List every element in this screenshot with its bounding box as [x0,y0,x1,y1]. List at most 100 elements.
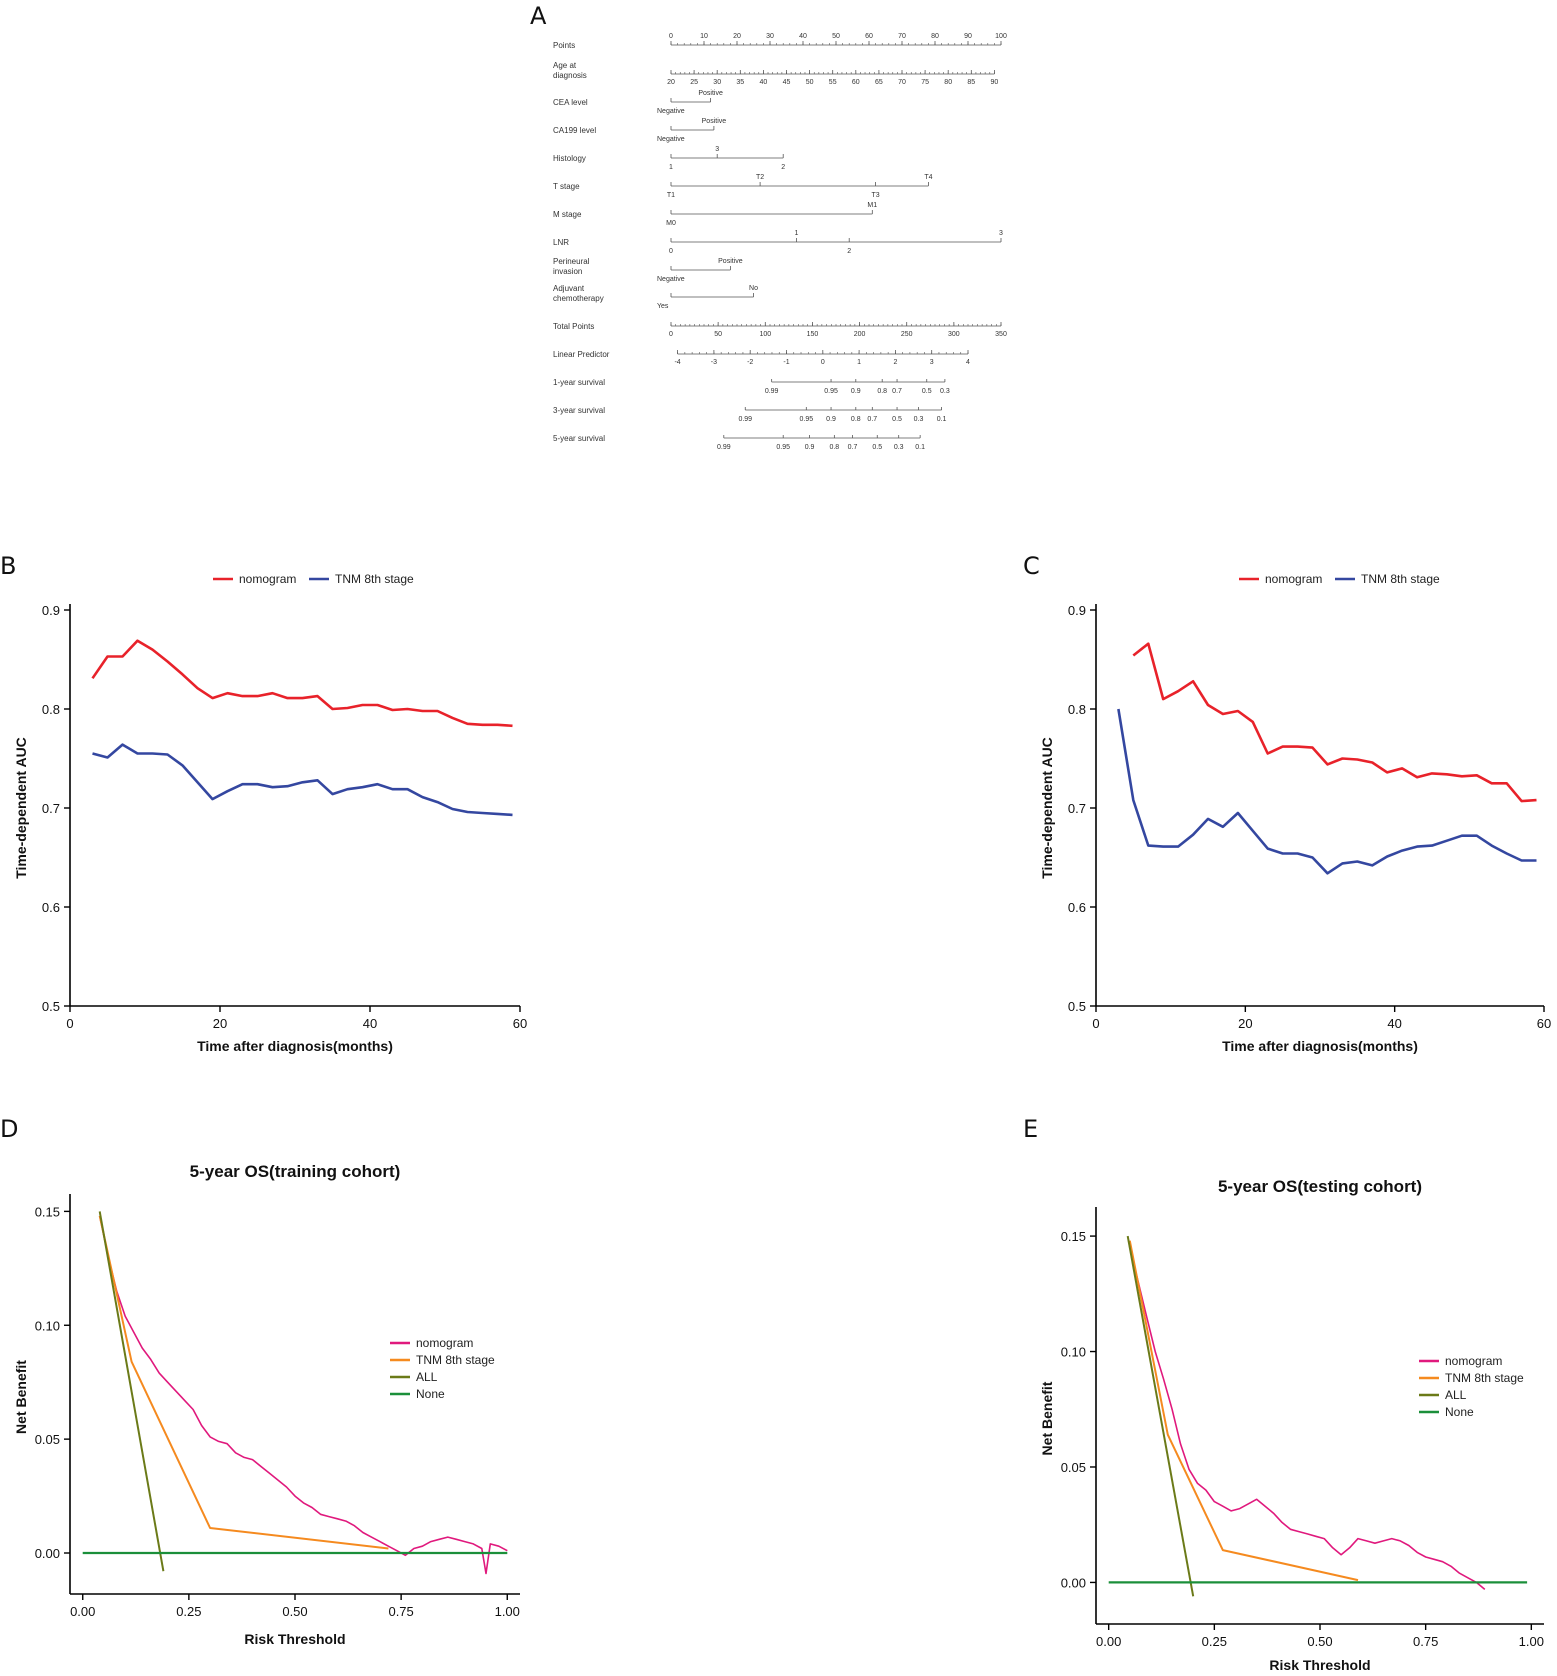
nomogram-tick-label: 0 [821,359,825,366]
x-tick-label: 0.25 [1202,1634,1227,1649]
y-tick-label: 0.10 [35,1318,60,1333]
nomogram-tick-label: 30 [766,33,774,40]
x-tick-label: 40 [1387,1016,1401,1031]
dca-chart-training: 0.00 0.25 0.50 0.75 1.00 0.00 0.05 0.10 0.15 Risk… [13,1162,520,1647]
nomogram-tick-label: 350 [995,331,1007,338]
nomogram-tick-label: 100 [759,331,771,338]
nomogram-row-label: CA199 level [553,126,596,135]
nomogram-tick-label: 0 [669,331,673,338]
nomogram-row-label: T stage [553,182,580,191]
nomogram-row-label: M stage [553,210,582,219]
nomogram-tick-label: 0.7 [867,416,877,423]
nomogram-tick-label: 0.95 [776,444,790,451]
nomogram-tick-label: 60 [852,79,860,86]
nomogram-tick-label: 0.8 [877,388,887,395]
x-tick-label: 40 [363,1016,377,1031]
nomogram-tick-label: -2 [747,359,753,366]
x-tick-label: 0.25 [176,1604,201,1619]
nomogram-tick-label: 3 [930,359,934,366]
nomogram-tick-label: 25 [690,79,698,86]
nomogram-tick-label: 80 [931,33,939,40]
nomogram-tick-label: Positive [718,258,743,265]
x-axis-label: Time after diagnosis(months) [197,1038,393,1054]
y-tick-label: 0.5 [1068,999,1086,1014]
nomogram-tick-label: 90 [964,33,972,40]
nomogram-tick-label: 65 [875,79,883,86]
panel-letter-a: A [530,2,547,30]
x-tick-label: 0.50 [282,1604,307,1619]
series-line-all [1126,1235,1195,1597]
x-tick-label: 0 [1092,1016,1099,1031]
nomogram-tick-label: 70 [898,79,906,86]
nomogram-row-label: Perineural invasion [553,257,590,276]
nomogram-tick-label: 2 [893,359,897,366]
x-tick-label: 60 [1537,1016,1551,1031]
nomogram-tick-label: 0.7 [848,444,858,451]
nomogram-tick-label: 0 [669,248,673,255]
nomogram-tick-label: No [749,285,758,292]
nomogram-row-label: Age at diagnosis [553,61,587,80]
x-tick-label: 0.75 [388,1604,413,1619]
y-axis-label: Time-dependent AUC [1039,737,1055,879]
nomogram-row-label: Total Points [553,322,594,331]
x-tick-label: 1.00 [495,1604,520,1619]
panel-letter-b: B [0,552,16,580]
nomogram-tick-label: M0 [666,220,676,227]
legend-label: nomogram [239,572,296,586]
nomogram-tick-label: 10 [700,33,708,40]
y-tick-label: 0.05 [35,1432,60,1447]
nomogram-tick-label: 250 [901,331,913,338]
nomogram-tick-label: -1 [783,359,789,366]
legend-label: nomogram [1265,572,1322,586]
nomogram-tick-label: 3 [715,146,719,153]
nomogram-row-label: 3-year survival [553,406,605,415]
y-tick-label: 0.00 [35,1546,60,1561]
nomogram-tick-label: 0.3 [914,416,924,423]
nomogram-row-label: 1-year survival [553,378,605,387]
nomogram-tick-label: 1 [857,359,861,366]
nomogram-tick-label: 0.99 [717,444,731,451]
x-tick-label: 0 [66,1016,73,1031]
nomogram-tick-label: 0.9 [805,444,815,451]
nomogram-tick-label: 0.5 [872,444,882,451]
nomogram-tick-label: 200 [854,331,866,338]
y-tick-label: 0.5 [42,999,60,1014]
x-tick-label: 20 [213,1016,227,1031]
nomogram-tick-label: 0.5 [892,416,902,423]
nomogram-tick-label: 50 [832,33,840,40]
nomogram-tick-label: 0.9 [851,388,861,395]
nomogram-tick-label: Negative [657,276,685,283]
y-tick-label: 0.8 [42,702,60,717]
nomogram-tick-label: 0.95 [824,388,838,395]
x-axis-label: Risk Threshold [1269,1657,1370,1673]
y-axis-label: Time-dependent AUC [13,737,29,879]
nomogram-tick-label: 40 [760,79,768,86]
auc-chart-testing: 0 20 40 60 0.5 0.6 0.7 0.8 0.9 Time after diagnos… [1039,572,1551,1054]
nomogram-tick-label: 0.99 [738,416,752,423]
nomogram-tick-label: 0.1 [915,444,925,451]
x-tick-label: 1.00 [1519,1634,1544,1649]
y-tick-label: 0.9 [42,603,60,618]
y-axis-label: Net Benefit [1039,1381,1055,1455]
nomogram-tick-label: 50 [714,331,722,338]
series-line-nomogram [98,1215,508,1575]
nomogram-tick-label: 1 [669,164,673,171]
nomogram-tick-label: Positive [698,90,723,97]
nomogram-tick-label: 45 [783,79,791,86]
nomogram-tick-label: 0.9 [826,416,836,423]
nomogram-tick-label: 100 [995,33,1007,40]
auc-chart-training: 0 20 40 60 0.5 0.6 0.7 0.8 0.9 Time after diagnos… [13,572,527,1054]
nomogram-tick-label: 75 [921,79,929,86]
nomogram-row-label: Adjuvant chemotherapy [553,284,604,303]
legend-label: TNM 8th stage [416,1353,495,1367]
nomogram-tick-label: 4 [966,359,970,366]
nomogram-tick-label: T1 [667,192,675,199]
nomogram-row-label: CEA level [553,98,588,107]
nomogram-tick-label: 20 [667,79,675,86]
nomogram-tick-label: 0.95 [799,416,813,423]
nomogram-tick-label: 0.5 [922,388,932,395]
series-line-nomogram [1132,642,1537,803]
legend-label: nomogram [416,1336,473,1350]
x-tick-label: 60 [513,1016,527,1031]
x-tick-label: 0.50 [1307,1634,1332,1649]
